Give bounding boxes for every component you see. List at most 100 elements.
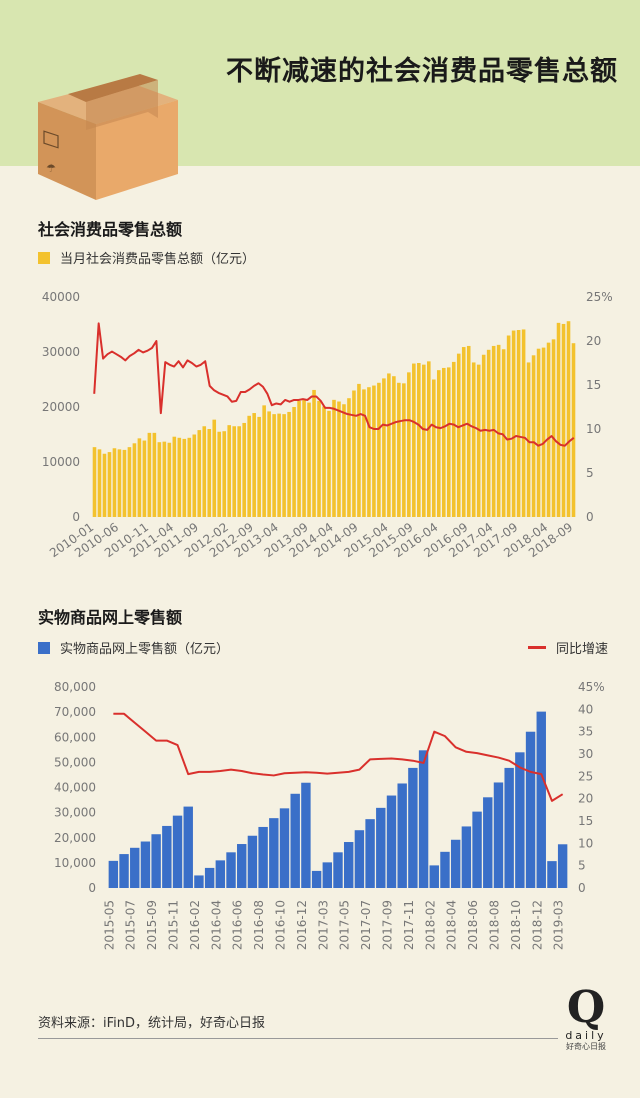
chart1-bar [322, 406, 326, 517]
chart2-bar [450, 839, 461, 888]
chart2-x-tick: 2018-04 [445, 900, 459, 950]
chart1-bar [117, 449, 122, 517]
chart1-bar [412, 363, 416, 517]
chart1-bar [97, 449, 102, 517]
chart1-bar [122, 449, 127, 517]
chart2-y-right-tick: 20 [578, 792, 593, 806]
chart1-y-right-tick: 15 [586, 378, 601, 392]
chart1-bar [471, 362, 476, 517]
chart1-bar [202, 426, 207, 517]
chart1-bar [127, 447, 132, 517]
chart1-bar [491, 345, 496, 517]
chart1-bar [407, 372, 411, 517]
qdaily-logo: Q daily 好奇心日报 [556, 986, 616, 1052]
chart1-bar [162, 441, 167, 517]
chart2-bar [386, 795, 397, 888]
chart2-legend-line-swatch [528, 646, 546, 649]
chart1-bar [217, 431, 222, 517]
chart2-bar [258, 826, 268, 888]
chart1-bar [247, 415, 251, 517]
chart2-x-tick: 2018-06 [466, 900, 480, 950]
chart2-bar [269, 818, 279, 888]
chart1-bar [147, 432, 152, 517]
chart1-bar [432, 379, 436, 517]
chart1-bar [237, 426, 241, 517]
chart2-bar [279, 808, 290, 888]
chart1-bar [551, 339, 556, 517]
chart1-bar [182, 438, 187, 517]
chart1-legend: 当月社会消费品零售总额（亿元） [38, 248, 255, 267]
chart2-y-left-tick: 50,000 [54, 755, 96, 769]
chart2-bar [130, 847, 140, 888]
chart1-bar [362, 389, 366, 517]
chart1-y-right-tick: 20 [586, 334, 601, 348]
chart1-y-left-tick: 10000 [42, 455, 80, 469]
chart1-bar [232, 426, 236, 517]
chart2-bar [194, 875, 204, 888]
chart1-bar [531, 355, 536, 517]
chart2-x-tick: 2017-03 [316, 900, 330, 950]
chart2-x-tick: 2016-10 [274, 900, 288, 950]
chart2-bar [525, 731, 536, 888]
chart2-y-left-tick: 70,000 [54, 705, 96, 719]
chart1-bar [212, 419, 217, 517]
chart2-x-tick: 2015-05 [102, 900, 116, 950]
chart1-bar [501, 349, 506, 517]
chart1-y-right-tick: 5 [586, 466, 594, 480]
chart1-legend-label: 当月社会消费品零售总额（亿元） [60, 252, 256, 267]
chart2-bar [226, 852, 236, 888]
svg-text:☂: ☂ [46, 162, 56, 175]
chart1-bar [327, 410, 331, 517]
chart1-bar [297, 400, 301, 517]
chart2-y-left-tick: 0 [88, 881, 96, 895]
chart1-bar [242, 422, 246, 517]
chart1-bar [102, 453, 107, 517]
chart1-bar [526, 362, 531, 517]
chart1-y-left-tick: 0 [72, 510, 80, 524]
chart1-bar [516, 330, 521, 517]
chart1-y-left-tick: 40000 [42, 290, 80, 304]
chart1-bar [112, 448, 117, 517]
chart2-bar [108, 860, 119, 888]
chart1-bar [287, 411, 291, 517]
chart2-bar [204, 867, 215, 888]
chart2-x-tick: 2017-11 [402, 900, 416, 950]
chart2-y-left-tick: 80,000 [54, 680, 96, 694]
chart1-bar [546, 342, 551, 517]
chart1-bar [541, 347, 546, 517]
chart2-bar [557, 844, 568, 888]
chart2-growth-line [113, 712, 564, 802]
chart2-x-tick: 2016-12 [295, 900, 309, 950]
chart1-bar [382, 378, 386, 517]
chart2-bar [397, 783, 407, 888]
chart1-bar [446, 367, 451, 517]
chart2-bar [365, 819, 375, 888]
chart1-bar [222, 431, 227, 517]
chart2-x-tick: 2015-09 [145, 900, 159, 950]
chart2-y-left-tick: 10,000 [54, 856, 96, 870]
chart1-bar [132, 443, 137, 517]
chart1-bar [302, 399, 306, 517]
source-note: 资料来源：iFinD，统计局，好奇心日报 [38, 1016, 266, 1031]
chart1-y-right-tick: 10 [586, 422, 601, 436]
logo-word: daily [565, 1029, 607, 1042]
chart2-bar [504, 767, 514, 888]
chart1-bar [227, 425, 232, 517]
chart2-x-tick: 2018-10 [509, 900, 523, 950]
chart1-bar [466, 345, 471, 517]
chart2-bar [172, 815, 183, 888]
chart2-bar [376, 807, 386, 888]
chart1-bar [556, 322, 561, 517]
chart1-bar [267, 411, 271, 517]
chart1-bar [142, 440, 147, 517]
chart2-bar [429, 865, 439, 888]
chart1-bar [417, 363, 421, 517]
chart1-bar [157, 442, 162, 517]
chart1-bar [347, 398, 351, 517]
chart2-y-left-tick: 40,000 [54, 781, 96, 795]
chart2-x-tick: 2017-05 [338, 900, 352, 950]
chart2-legend-swatch [38, 641, 50, 654]
chart1-legend-swatch [38, 251, 50, 264]
chart2-bar [343, 842, 354, 888]
chart1-bar [357, 383, 361, 517]
